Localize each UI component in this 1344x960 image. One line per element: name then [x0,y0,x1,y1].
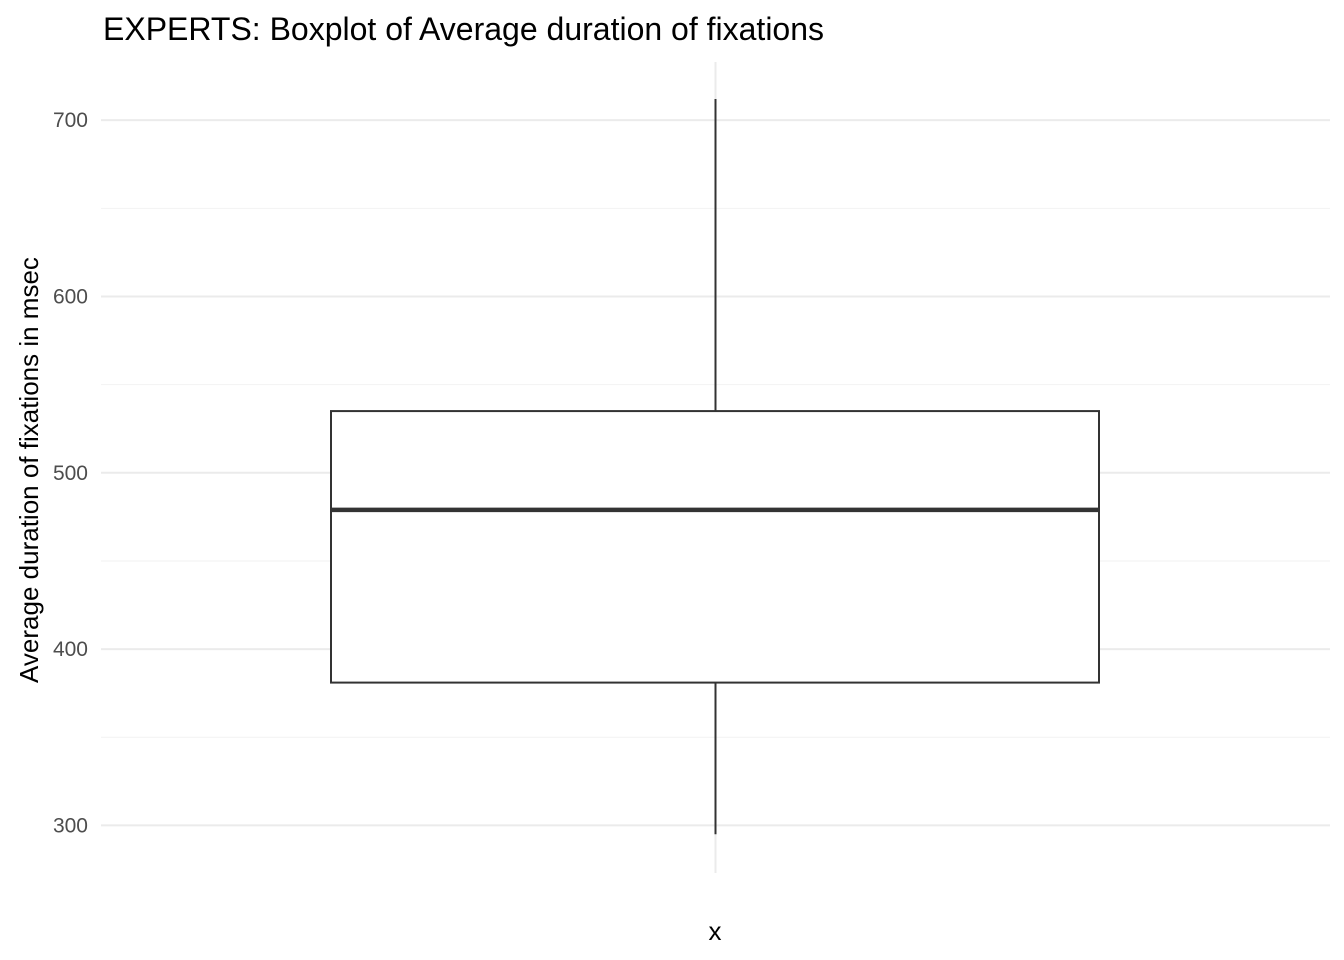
interquartile-box [330,410,1100,684]
y-tick-label: 300 [53,814,88,837]
chart-title: EXPERTS: Boxplot of Average duration of … [103,11,824,47]
y-tick-label: 500 [53,462,88,485]
box-and-whiskers [330,99,1100,835]
y-tick-label: 600 [53,285,88,308]
y-tick-label: 400 [53,638,88,661]
y-tick-labels: 300 400 500 600 700 [53,109,88,837]
y-tick-label: 700 [53,109,88,132]
x-axis-title: x [709,916,722,946]
y-axis-title: Average duration of fixations in msec [14,257,44,683]
